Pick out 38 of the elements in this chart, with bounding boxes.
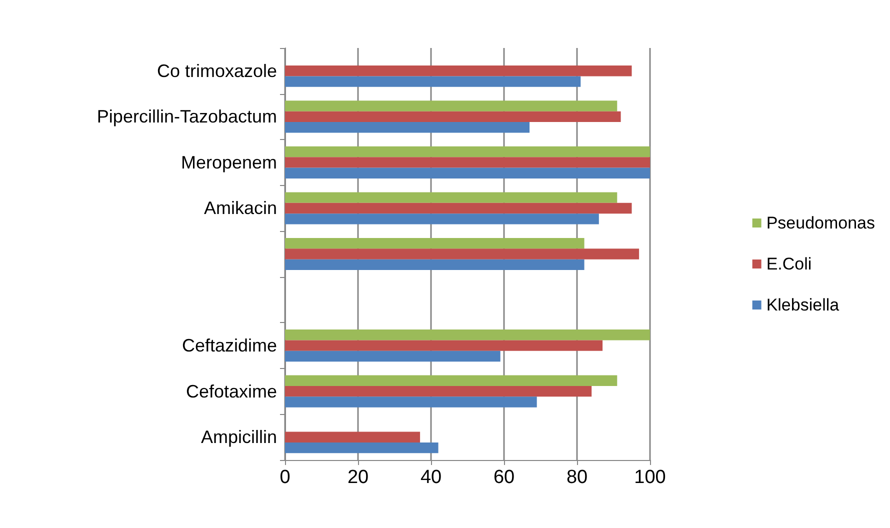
bar <box>285 100 618 112</box>
bar <box>285 442 438 454</box>
bar <box>285 248 640 260</box>
y-tick-label: Ampicillin <box>200 427 277 448</box>
x-tick-label: 0 <box>280 467 290 488</box>
x-tick-label: 80 <box>566 467 588 488</box>
bar <box>285 76 581 87</box>
bar <box>285 66 632 76</box>
bar <box>285 202 632 214</box>
legend-label: Pseudomonas <box>766 214 876 232</box>
legend-label: Klebsiella <box>766 296 840 314</box>
bar <box>285 111 621 122</box>
x-tick-label: 40 <box>420 467 442 488</box>
bar <box>285 330 650 340</box>
bar <box>285 340 603 351</box>
y-tick-label: Pipercillin-Tazobactum <box>96 106 277 127</box>
bar <box>285 192 618 203</box>
bar <box>285 396 537 408</box>
y-tick-label: Cefotaxime <box>186 381 277 402</box>
bar <box>285 259 584 270</box>
bar <box>285 375 618 386</box>
bar <box>285 238 584 249</box>
bar <box>285 157 650 168</box>
legend-label: E.Coli <box>766 254 812 274</box>
x-tick-label: 60 <box>493 467 515 488</box>
y-tick-label: Ceftazidime <box>182 336 277 356</box>
x-tick-label: 100 <box>634 467 666 488</box>
y-tick-label: Amikacin <box>204 198 277 218</box>
y-tick-label: Co trimoxazole <box>156 60 277 81</box>
bar <box>285 214 599 224</box>
y-tick-label: Meropenem <box>180 152 277 172</box>
x-tick-label: 20 <box>347 467 369 488</box>
bar <box>285 146 650 158</box>
bar <box>285 168 650 178</box>
bar <box>285 432 420 442</box>
bar <box>285 350 500 362</box>
bar <box>285 122 530 133</box>
bar <box>285 386 592 397</box>
